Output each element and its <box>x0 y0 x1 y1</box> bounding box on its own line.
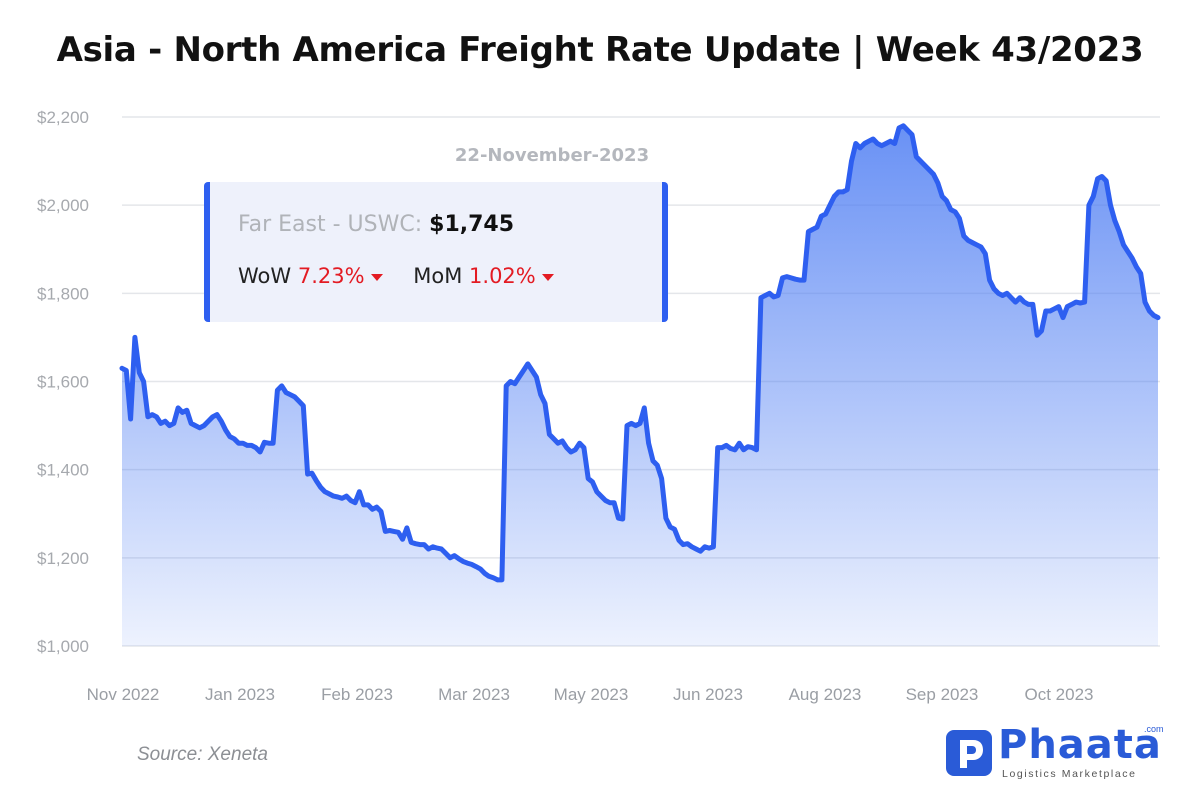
y-tick-label: $1,800 <box>37 284 89 303</box>
chart-title: Asia - North America Freight Rate Update… <box>56 30 1144 70</box>
logo-mark-icon <box>946 730 992 776</box>
y-tick-label: $2,200 <box>37 108 89 127</box>
caret-down-icon <box>370 273 383 281</box>
x-tick-label: Feb 2023 <box>321 685 393 704</box>
y-tick-label: $1,400 <box>37 461 89 480</box>
x-tick-label: May 2023 <box>554 685 629 704</box>
route-label: Far East - USWC: <box>238 212 423 237</box>
y-tick-label: $1,200 <box>37 549 89 568</box>
x-axis-ticks: Nov 2022 Jan 2023 Feb 2023 Mar 2023 May 2023… <box>87 685 1094 704</box>
wow-label: WoW <box>238 264 292 288</box>
current-price: $1,745 <box>429 212 515 237</box>
rate-info-box: Far East - USWC: $1,745 WoW 7.23% MoM 1.… <box>204 182 668 322</box>
x-tick-label: Nov 2022 <box>87 685 160 704</box>
mom-label: MoM <box>413 264 463 288</box>
phaata-logo: Phaata .com Logistics Marketplace <box>946 722 1168 784</box>
y-tick-label: $1,600 <box>37 373 89 392</box>
route-price-line: Far East - USWC: $1,745 <box>238 212 514 237</box>
y-axis-ticks: $1,000 $1,200 $1,400 $1,600 $1,800 $2,000 $2,2… <box>37 108 89 656</box>
y-tick-label: $2,000 <box>37 196 89 215</box>
mom-value: 1.02% <box>469 264 536 288</box>
x-tick-label: Aug 2023 <box>789 685 862 704</box>
x-tick-label: Jan 2023 <box>205 685 275 704</box>
caret-down-icon <box>541 273 554 281</box>
wow-value: 7.23% <box>297 264 365 288</box>
date-label: 22-November-2023 <box>455 145 649 166</box>
series-line <box>119 123 1161 583</box>
logo-domain: .com <box>1144 724 1164 734</box>
x-tick-label: Sep 2023 <box>906 685 979 704</box>
logo-tagline: Logistics Marketplace <box>1002 768 1137 780</box>
source-note: Source: Xeneta <box>137 744 268 765</box>
y-tick-label: $1,000 <box>37 637 89 656</box>
x-tick-label: Mar 2023 <box>438 685 510 704</box>
logo-wordmark: Phaata <box>998 722 1162 768</box>
x-tick-label: Oct 2023 <box>1025 685 1094 704</box>
change-line: WoW 7.23% MoM 1.02% <box>238 264 578 288</box>
x-tick-label: Jun 2023 <box>673 685 743 704</box>
